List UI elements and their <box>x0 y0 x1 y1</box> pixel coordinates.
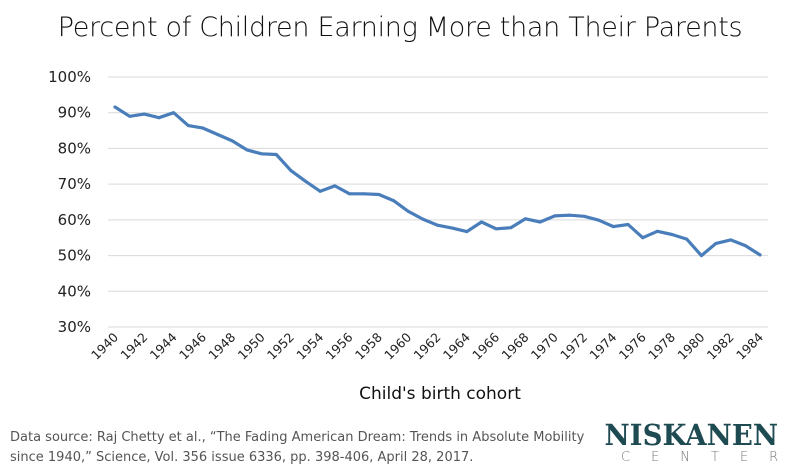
data-point <box>230 139 234 143</box>
data-point <box>318 189 322 193</box>
data-point <box>655 229 659 233</box>
y-tick-label: 90% <box>58 104 91 122</box>
logo-wordmark: NISKANEN <box>604 418 779 452</box>
line-chart: 100%90%80%70%60%50%40%30%194019421944194… <box>48 68 768 363</box>
x-tick-label: 1978 <box>645 329 678 362</box>
x-tick-label: 1960 <box>381 329 414 362</box>
data-point <box>567 213 571 217</box>
y-tick-label: 70% <box>58 175 91 193</box>
y-tick-label: 40% <box>58 282 91 300</box>
data-point <box>186 124 190 128</box>
data-point <box>699 254 703 258</box>
source-line-1: Data source: Raj Chetty et al., “The Fad… <box>10 430 585 445</box>
data-source-note: Data source: Raj Chetty et al., “The Fad… <box>10 428 584 468</box>
data-point <box>465 230 469 234</box>
x-tick-label: 1946 <box>176 329 209 362</box>
data-point <box>274 153 278 156</box>
x-axis-title: Child's birth cohort <box>359 384 521 404</box>
data-point <box>362 192 366 196</box>
data-point <box>348 192 352 196</box>
data-point <box>142 112 146 116</box>
y-tick-label: 80% <box>58 139 91 157</box>
x-tick-label: 1956 <box>323 329 356 362</box>
data-point <box>201 126 205 130</box>
y-tick-label: 60% <box>58 211 91 229</box>
data-point <box>685 237 689 241</box>
data-point <box>333 184 337 188</box>
logo-subtitle: CENTER <box>621 450 800 465</box>
data-point <box>377 193 381 196</box>
data-point <box>758 253 762 257</box>
data-point <box>392 199 396 203</box>
x-tick-label: 1948 <box>205 329 238 362</box>
x-tick-label: 1968 <box>498 329 531 362</box>
x-tick-label: 1970 <box>528 329 561 362</box>
x-tick-label: 1962 <box>411 330 444 363</box>
data-point <box>406 209 410 213</box>
x-tick-label: 1944 <box>147 329 180 362</box>
y-tick-label: 50% <box>58 247 91 265</box>
data-point <box>597 218 601 222</box>
x-tick-label: 1952 <box>264 330 297 363</box>
data-point <box>289 169 293 173</box>
data-point <box>304 179 308 183</box>
data-point <box>714 241 718 245</box>
x-tick-label: 1974 <box>586 329 619 362</box>
x-tick-label: 1950 <box>235 329 268 362</box>
data-point <box>260 152 264 156</box>
data-point <box>436 223 439 227</box>
x-tick-label: 1958 <box>352 329 385 362</box>
data-point <box>245 148 249 152</box>
x-tick-label: 1966 <box>469 329 502 362</box>
data-point <box>172 111 176 115</box>
data-point <box>113 105 117 109</box>
x-tick-label: 1964 <box>440 329 473 362</box>
data-point <box>421 217 425 221</box>
x-tick-label: 1942 <box>117 330 150 363</box>
data-point <box>216 133 220 136</box>
data-point <box>743 244 747 248</box>
series-line <box>113 105 762 258</box>
x-tick-label: 1980 <box>674 329 707 362</box>
y-tick-label: 30% <box>58 318 91 336</box>
x-tick-label: 1982 <box>704 330 737 363</box>
y-tick-label: 100% <box>48 68 91 86</box>
x-tick-label: 1976 <box>616 329 649 362</box>
data-point <box>582 214 586 218</box>
data-point <box>494 227 498 231</box>
data-point <box>157 116 161 120</box>
niskanen-center-logo: NISKANEN CENTER <box>600 420 780 466</box>
data-point <box>128 114 132 118</box>
data-point <box>641 236 645 240</box>
data-point <box>611 225 615 229</box>
x-tick-label: 1940 <box>88 329 121 362</box>
data-point <box>670 233 674 236</box>
data-point <box>523 217 527 221</box>
data-point <box>729 238 733 242</box>
data-point <box>626 223 630 226</box>
data-point <box>450 226 454 230</box>
data-point <box>538 220 542 224</box>
data-point <box>509 226 513 230</box>
x-tick-label: 1972 <box>557 330 590 363</box>
x-tick-label: 1984 <box>733 329 766 362</box>
x-tick-label: 1954 <box>293 329 326 362</box>
data-point <box>553 214 557 218</box>
chart-title: Percent of Children Earning More than Th… <box>57 12 743 43</box>
data-point <box>479 220 483 224</box>
source-line-2: since 1940,” Science, Vol. 356 issue 633… <box>10 450 474 465</box>
